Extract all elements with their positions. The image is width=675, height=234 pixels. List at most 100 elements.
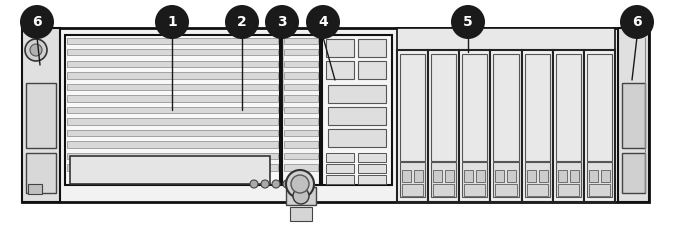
Bar (28, 184, 42, 194)
Bar (65, 35, 280, 185)
Bar (459, 50, 491, 202)
Bar (462, 54, 487, 161)
Bar (358, 61, 386, 79)
Bar (589, 184, 610, 196)
Circle shape (293, 188, 309, 204)
Bar (284, 84, 318, 90)
Circle shape (30, 44, 42, 56)
Bar (539, 170, 547, 182)
Text: 5: 5 (463, 15, 473, 29)
Bar (508, 170, 516, 182)
Bar (328, 85, 386, 103)
Bar (493, 162, 518, 197)
Bar (67, 49, 278, 55)
Bar (622, 153, 645, 193)
Bar (462, 162, 487, 197)
Text: 6: 6 (632, 15, 642, 29)
Bar (431, 162, 456, 197)
Bar (397, 50, 428, 202)
Bar (622, 83, 645, 148)
Bar (67, 61, 278, 67)
Circle shape (261, 180, 269, 188)
Bar (284, 118, 318, 125)
Bar (358, 153, 386, 162)
Circle shape (620, 5, 654, 39)
Bar (587, 162, 612, 197)
Bar (67, 153, 278, 159)
Bar (493, 54, 518, 161)
Bar (284, 141, 318, 148)
Bar (326, 39, 354, 57)
Circle shape (250, 180, 258, 188)
Circle shape (451, 5, 485, 39)
Bar (26, 153, 56, 193)
Bar (558, 184, 579, 196)
Bar (326, 175, 354, 184)
Bar (358, 39, 386, 57)
Bar (495, 184, 516, 196)
Bar (414, 170, 423, 182)
Bar (67, 107, 278, 113)
Bar (445, 170, 454, 182)
Bar (584, 50, 615, 202)
Circle shape (25, 39, 47, 61)
Circle shape (272, 180, 280, 188)
Bar (284, 107, 318, 113)
Circle shape (155, 5, 189, 39)
Bar (328, 129, 386, 147)
Circle shape (283, 180, 291, 188)
Bar (589, 170, 598, 182)
Bar (553, 50, 584, 202)
Bar (284, 95, 318, 102)
Bar (358, 164, 386, 173)
Bar (22, 28, 60, 202)
Bar (433, 184, 454, 196)
Bar (402, 170, 411, 182)
Bar (284, 49, 318, 55)
Bar (400, 54, 425, 161)
Bar (428, 50, 459, 202)
Circle shape (265, 5, 299, 39)
Bar (431, 54, 456, 161)
Bar (464, 184, 485, 196)
Text: 4: 4 (318, 15, 328, 29)
Bar (524, 162, 549, 197)
Bar (556, 162, 581, 197)
Bar (556, 54, 581, 161)
Bar (402, 184, 423, 196)
Text: 1: 1 (167, 15, 177, 29)
Bar (491, 50, 522, 202)
Bar (526, 184, 547, 196)
Bar (601, 170, 610, 182)
Bar (284, 61, 318, 67)
Bar (587, 54, 612, 161)
Bar (618, 28, 649, 202)
Bar (284, 165, 318, 171)
Bar (558, 170, 567, 182)
Bar (284, 72, 318, 78)
Bar (286, 187, 316, 205)
Bar (526, 170, 535, 182)
Bar (67, 118, 278, 125)
Bar (284, 130, 318, 136)
Circle shape (291, 175, 309, 193)
Bar (67, 141, 278, 148)
Bar (67, 130, 278, 136)
Bar (67, 37, 278, 44)
Bar (284, 37, 318, 44)
Bar (326, 164, 354, 173)
Circle shape (20, 5, 54, 39)
Bar (358, 175, 386, 184)
Bar (328, 107, 386, 125)
Circle shape (294, 180, 302, 188)
Bar (570, 170, 578, 182)
Bar (290, 207, 312, 221)
Bar (433, 170, 442, 182)
Text: 2: 2 (237, 15, 247, 29)
Bar (284, 153, 318, 159)
Bar (282, 35, 320, 185)
Bar (400, 162, 425, 197)
Bar (495, 170, 504, 182)
Bar (477, 170, 485, 182)
Bar (397, 28, 615, 50)
